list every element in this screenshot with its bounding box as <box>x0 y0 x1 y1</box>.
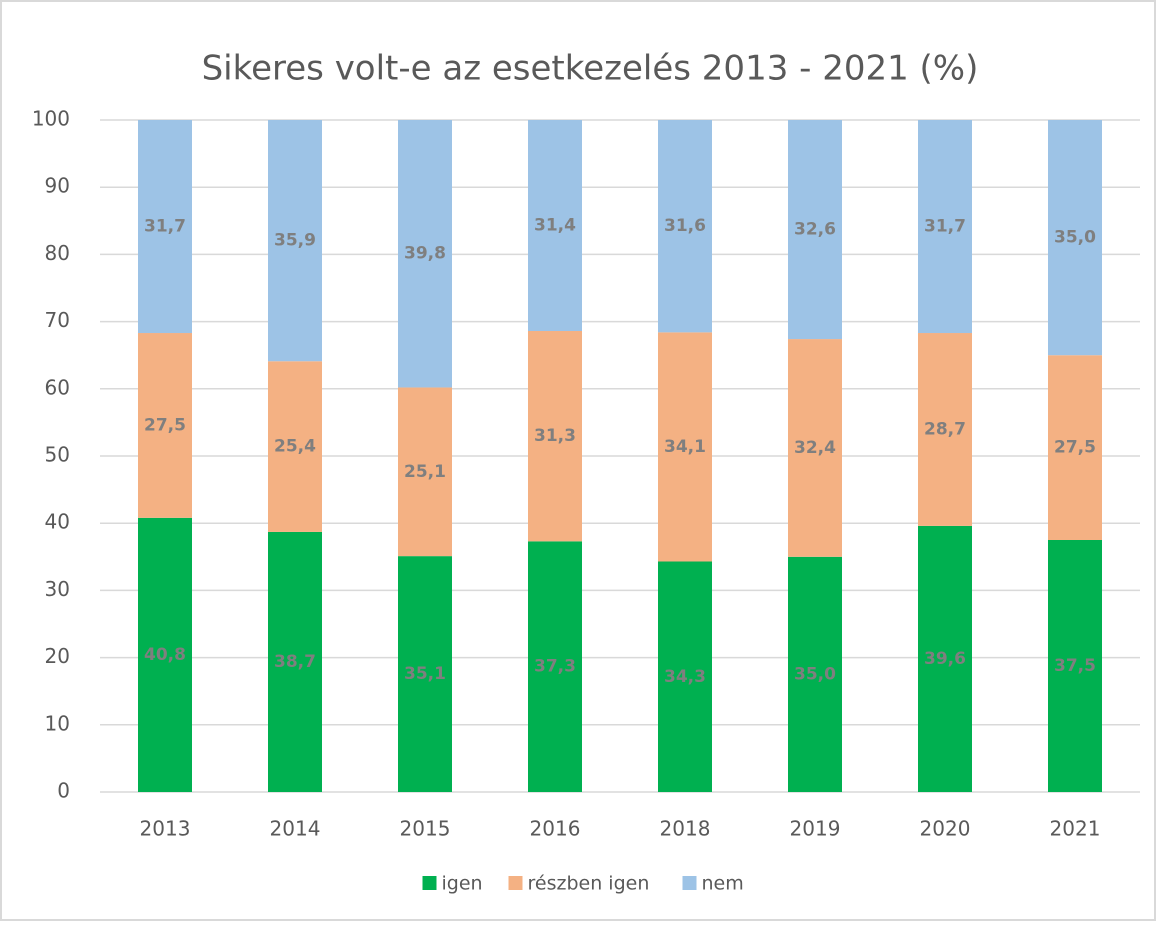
bar-segment <box>918 120 972 334</box>
bar-segment <box>918 333 972 526</box>
bar-segment <box>788 339 842 557</box>
y-tick-label: 70 <box>45 308 70 332</box>
y-tick-label: 10 <box>45 711 70 735</box>
x-tick-label: 2015 <box>400 817 451 841</box>
data-label: 35,1 <box>404 664 446 684</box>
y-tick-label: 100 <box>32 107 70 131</box>
data-label: 31,7 <box>144 217 186 237</box>
y-tick-label: 80 <box>45 241 70 265</box>
y-tick-label: 40 <box>45 510 70 534</box>
x-tick-label: 2013 <box>140 817 191 841</box>
x-tick-label: 2020 <box>920 817 971 841</box>
bar-segment <box>268 120 322 362</box>
data-label: 38,7 <box>274 652 316 672</box>
bar-segment <box>528 541 582 792</box>
x-tick-label: 2016 <box>530 817 581 841</box>
data-label: 31,3 <box>534 426 576 446</box>
y-tick-label: 50 <box>45 443 70 467</box>
data-label: 35,0 <box>794 664 836 684</box>
data-label: 35,9 <box>274 231 316 251</box>
bar-segment <box>1048 355 1102 540</box>
legend-swatch <box>422 876 437 890</box>
bar-segment <box>268 531 322 792</box>
chart-title: Sikeres volt-e az esetkezelés 2013 - 202… <box>202 49 979 89</box>
data-label: 35,0 <box>1054 228 1096 248</box>
legend-label: nem <box>702 873 744 895</box>
y-tick-label: 60 <box>45 375 70 399</box>
bar-segment <box>1048 120 1102 356</box>
y-tick-label: 90 <box>45 174 70 198</box>
legend-label: igen <box>442 873 483 895</box>
y-tick-label: 0 <box>57 779 70 803</box>
data-label: 31,6 <box>664 216 706 236</box>
bar-segment <box>138 120 192 334</box>
bar-segment <box>528 120 582 332</box>
bar-segment <box>528 331 582 542</box>
bar-segment <box>398 387 452 557</box>
legend-swatch <box>508 876 523 890</box>
data-label: 27,5 <box>1054 438 1096 458</box>
y-tick-label: 30 <box>45 577 70 601</box>
legend-label: részben igen <box>528 873 650 895</box>
bar-segment <box>398 556 452 792</box>
bar-segment <box>138 517 192 792</box>
bar-segment <box>268 361 322 532</box>
bar-segment <box>658 561 712 792</box>
x-tick-label: 2021 <box>1050 817 1101 841</box>
data-label: 25,1 <box>404 462 446 482</box>
bar-segment <box>658 332 712 562</box>
data-label: 32,4 <box>794 438 836 458</box>
bar-segment <box>788 120 842 340</box>
data-label: 40,8 <box>144 645 186 665</box>
x-tick-label: 2014 <box>270 817 321 841</box>
data-label: 37,3 <box>534 657 576 677</box>
legend-swatch <box>682 876 697 890</box>
data-label: 28,7 <box>924 419 966 439</box>
bar-segment <box>398 120 452 388</box>
x-tick-label: 2018 <box>660 817 711 841</box>
bar-segment <box>788 556 842 792</box>
y-tick-label: 20 <box>45 644 70 668</box>
data-label: 34,1 <box>664 437 706 457</box>
data-label: 32,6 <box>794 220 836 240</box>
bar-segment <box>918 525 972 792</box>
data-label: 31,7 <box>924 217 966 237</box>
data-label: 39,6 <box>924 649 966 669</box>
x-tick-label: 2019 <box>790 817 841 841</box>
data-label: 39,8 <box>404 244 446 264</box>
bar-segment <box>1048 540 1102 792</box>
bar-segment <box>138 333 192 518</box>
data-label: 37,5 <box>1054 656 1096 676</box>
data-label: 25,4 <box>274 437 316 457</box>
data-label: 27,5 <box>144 415 186 435</box>
data-label: 31,4 <box>534 216 576 236</box>
data-label: 34,3 <box>664 667 706 687</box>
bar-segment <box>658 120 712 333</box>
